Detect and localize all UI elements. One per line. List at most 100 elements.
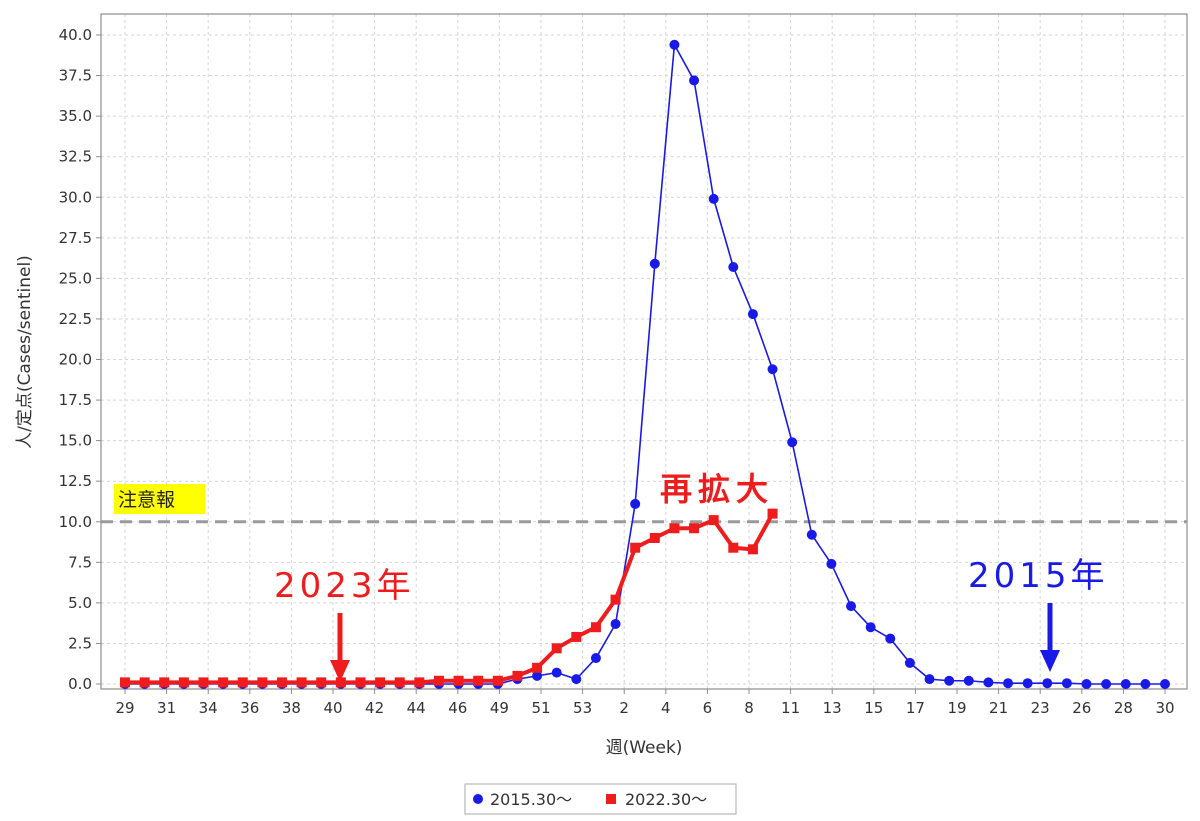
data-point: [1061, 678, 1072, 689]
x-tick-label: 29: [115, 699, 134, 717]
data-point: [865, 622, 876, 633]
data-point: [983, 677, 994, 688]
series-line-1: [125, 512, 775, 685]
data-point: [806, 529, 817, 540]
legend-frame: [464, 783, 737, 815]
x-tick-label: 42: [365, 699, 384, 717]
data-point: [1081, 679, 1092, 689]
data-point: [846, 601, 857, 612]
data-point: [944, 675, 955, 686]
reexpand-label: 再拡大: [660, 470, 774, 508]
y-tick-label: 17.5: [59, 391, 92, 409]
data-point: [1160, 679, 1170, 689]
data-point: [787, 437, 798, 448]
threshold-label: 注意報: [118, 489, 175, 511]
data-point: [532, 670, 543, 681]
data-point: [198, 677, 209, 688]
legend-marker-2015: [473, 794, 483, 804]
y-tick-label: 27.5: [59, 229, 92, 247]
legend: 2015.30～ 2022.30～: [464, 783, 737, 815]
data-point: [728, 542, 739, 553]
data-point: [669, 39, 680, 50]
x-tick-label: 13: [823, 699, 842, 717]
x-tick-label: 34: [199, 699, 218, 717]
y-tick-label: 20.0: [59, 351, 92, 369]
data-point: [276, 677, 287, 688]
x-tick-label: 44: [407, 699, 426, 717]
data-point: [747, 544, 758, 555]
data-point: [453, 675, 464, 686]
y-tick-label: 7.5: [68, 553, 92, 571]
x-tick-label: 2: [619, 699, 629, 717]
x-tick-label: 51: [531, 699, 550, 717]
arrow-2015-head: [1040, 650, 1060, 672]
y-tick-label: 12.5: [59, 472, 92, 490]
y-tick-label: 15.0: [59, 432, 92, 450]
data-point: [257, 677, 268, 688]
year-2015-label: 2015年: [968, 556, 1109, 596]
x-axis-title: 週(Week): [606, 738, 683, 758]
data-point: [571, 631, 582, 642]
data-point: [885, 633, 896, 644]
x-tick-label: 46: [448, 699, 467, 717]
y-tick-label: 40.0: [59, 26, 92, 44]
plot-frame: [100, 13, 1188, 690]
x-tick-label: 17: [906, 699, 925, 717]
threshold-label-bg: [114, 484, 205, 514]
arrow-2023-head: [330, 660, 350, 682]
x-tick-label: 6: [703, 699, 713, 717]
x-tick-label: 38: [282, 699, 301, 717]
year-2023-label: 2023年: [274, 566, 415, 606]
x-tick-label: 23: [1031, 699, 1050, 717]
y-tick-label: 10.0: [59, 513, 92, 531]
data-point: [414, 677, 425, 688]
y-tick-label: 30.0: [59, 188, 92, 206]
data-point: [532, 662, 543, 673]
data-point: [1101, 679, 1112, 689]
y-tick-label: 0.0: [68, 675, 92, 693]
data-point: [296, 677, 307, 688]
data-point: [630, 542, 641, 553]
data-point: [218, 677, 229, 688]
data-point: [394, 677, 405, 688]
data-point: [1042, 678, 1053, 689]
data-point: [551, 667, 562, 678]
data-point: [669, 523, 680, 534]
y-tick-label: 32.5: [59, 148, 92, 166]
data-point: [590, 653, 601, 664]
data-point: [1120, 679, 1131, 689]
x-tick-label: 49: [490, 699, 509, 717]
data-point: [708, 193, 719, 204]
data-point: [139, 677, 150, 688]
legend-label-2022: 2022.30～: [625, 790, 707, 809]
data-point: [571, 674, 582, 685]
data-point: [767, 364, 778, 375]
data-point: [963, 675, 974, 686]
x-tick-label: 21: [989, 699, 1008, 717]
data-point: [237, 677, 248, 688]
data-point: [747, 309, 758, 320]
y-tick-label: 5.0: [68, 594, 92, 612]
data-point: [1022, 678, 1033, 689]
data-point: [433, 675, 444, 686]
data-point: [728, 262, 739, 273]
data-point: [178, 677, 189, 688]
data-point: [375, 677, 386, 688]
y-tick-label: 2.5: [68, 634, 92, 652]
series-1: [120, 508, 778, 688]
y-axis: 0.0 2.5 5.0 7.5 10.0 12.5 15.0 17.5 20.0 22.5 25.0…: [59, 26, 101, 693]
data-point: [924, 674, 935, 685]
y-tick-label: 37.5: [59, 67, 92, 85]
data-point: [610, 594, 621, 605]
x-tick-label: 15: [864, 699, 883, 717]
data-point: [610, 618, 621, 629]
data-point: [512, 670, 523, 681]
data-point: [826, 558, 837, 569]
data-point: [630, 498, 641, 509]
data-point: [1140, 679, 1151, 689]
data-point: [316, 677, 327, 688]
x-tick-label: 8: [744, 699, 754, 717]
data-point: [335, 677, 346, 688]
